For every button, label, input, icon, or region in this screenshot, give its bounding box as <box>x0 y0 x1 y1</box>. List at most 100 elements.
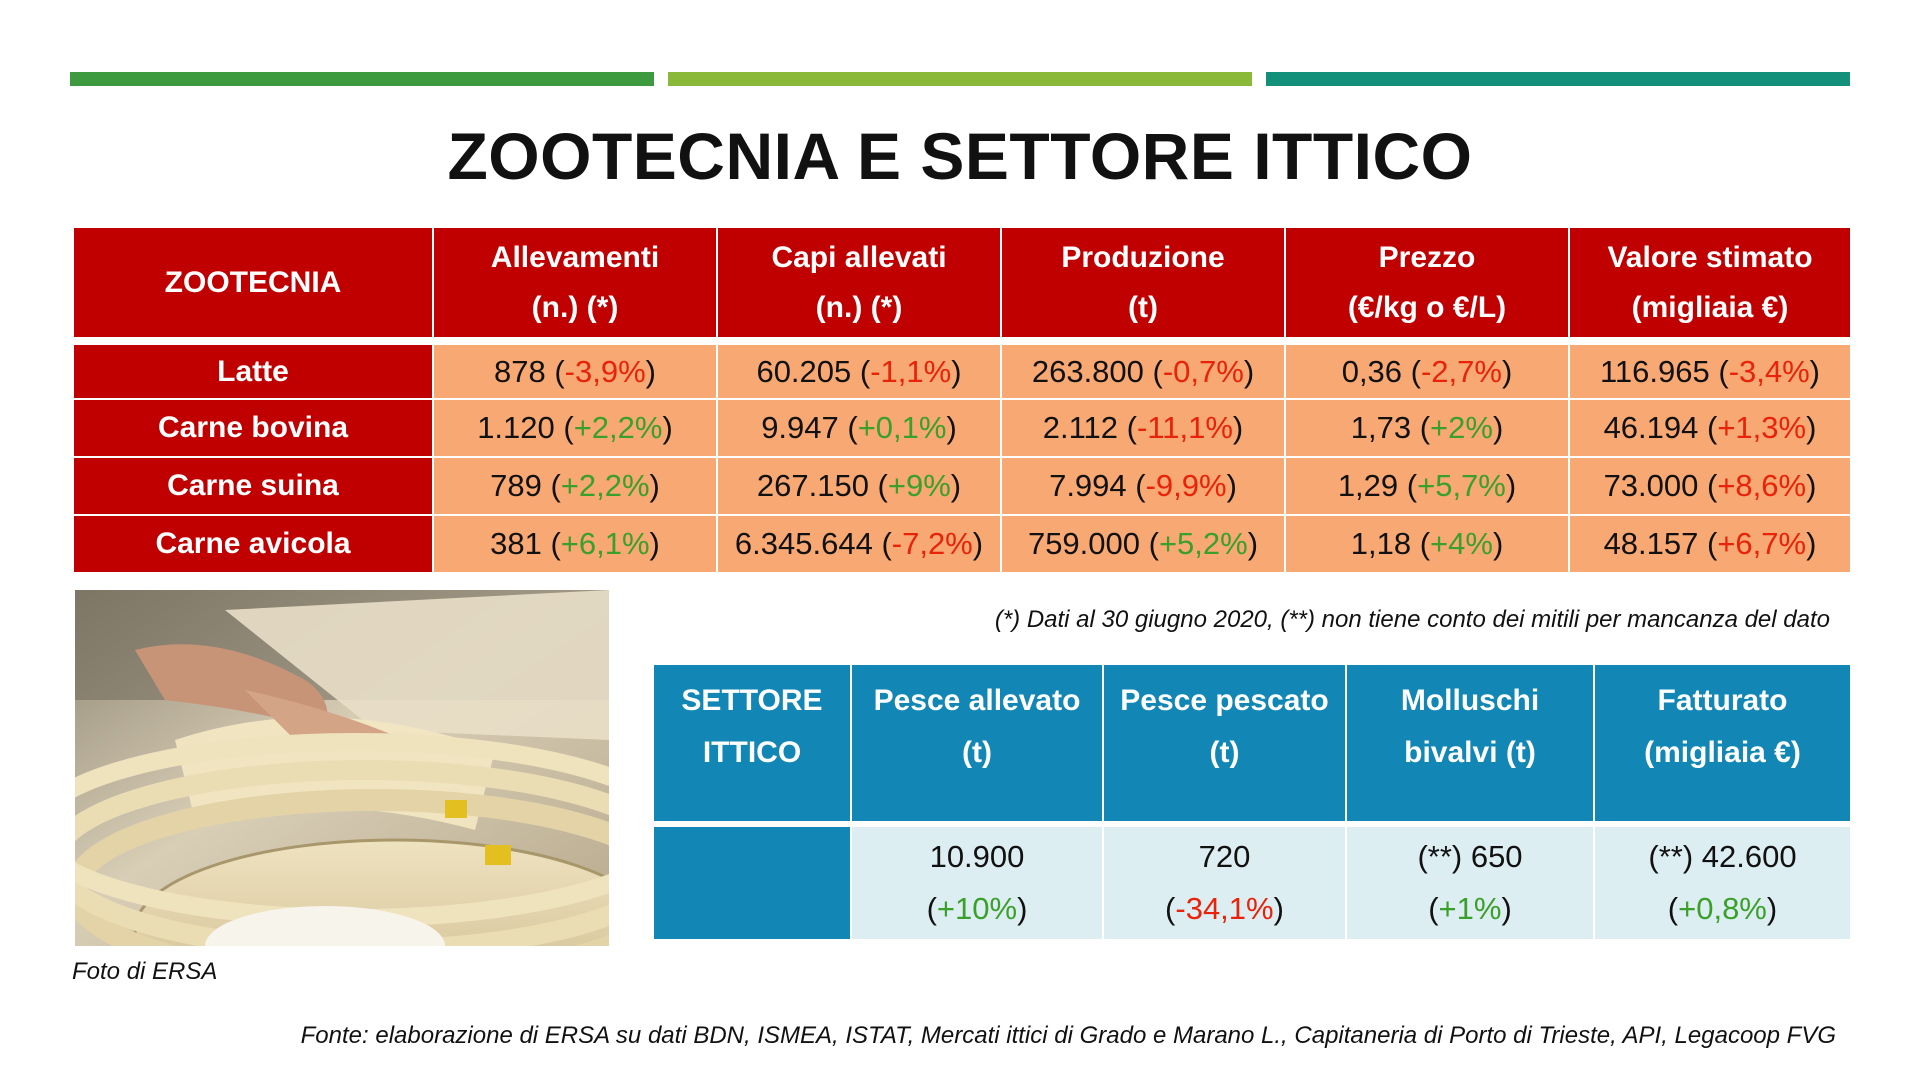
zootecnia-header-cell: ZOOTECNIA <box>72 226 434 342</box>
photo-caption: Foto di ERSA <box>72 958 218 985</box>
table-cell: 263.800 (-0,7%) <box>1000 337 1286 400</box>
ittico-header-cell: Pesce pescato (t) <box>1102 663 1347 825</box>
cell-value: 789 <box>490 468 542 503</box>
cell-value: 10.900 <box>929 839 1025 874</box>
row-label-empty <box>652 821 852 941</box>
cell-change: -2,7% <box>1420 353 1502 389</box>
table-cell: 789 (+2,2%) <box>432 456 718 516</box>
ittico-header-cell: Fatturato (migliaia €) <box>1593 663 1852 825</box>
table-cell: 0,36 (-2,7%) <box>1284 337 1570 400</box>
table-cell: 878 (-3,9%) <box>432 337 718 400</box>
table-cell: 73.000 (+8,6%) <box>1568 456 1852 516</box>
source-note: Fonte: elaborazione di ERSA su dati BDN,… <box>300 1022 1836 1049</box>
cell-value: 263.800 <box>1031 353 1144 389</box>
cell-change: -3,4% <box>1728 353 1810 389</box>
cell-value: 759.000 <box>1027 526 1141 561</box>
table-row: 10.900 (+10%) 720 (-34,1%) (**) 650 (+1%) (**)… <box>652 821 1852 941</box>
zootecnia-header-cell: Capi allevati (n.) (*) <box>716 226 1002 342</box>
cell-value: 267.150 <box>756 468 869 503</box>
cell-change: -0,7% <box>1162 353 1244 389</box>
table-cell: 1,73 (+2%) <box>1284 398 1570 458</box>
cell-change: +2,2% <box>560 468 650 503</box>
cell-value: 878 <box>494 353 546 389</box>
table-cell: 46.194 (+1,3%) <box>1568 398 1852 458</box>
cell-change: +5,2% <box>1158 526 1248 561</box>
cell-value: 0,36 <box>1341 353 1403 389</box>
row-label: Carne avicola <box>72 514 434 574</box>
cell-value: 1.120 <box>477 410 555 445</box>
table-row: Latte 878 (-3,9%) 60.205 (-1,1%) 263.800 (-… <box>72 337 1852 400</box>
cell-value: 1,18 <box>1350 526 1412 561</box>
table-cell: 6.345.644 (-7,2%) <box>716 514 1002 574</box>
cell-value: (**) 650 <box>1417 839 1523 874</box>
table-cell: (**) 42.600 (+0,8%) <box>1593 821 1852 941</box>
cell-value: 381 <box>490 526 542 561</box>
table-cell: 759.000 (+5,2%) <box>1000 514 1286 574</box>
cell-value: 6.345.644 <box>734 526 873 561</box>
zootecnia-table: ZOOTECNIA Allevamenti (n.) (*) Capi allev… <box>72 226 1852 574</box>
cell-change: +1% <box>1438 891 1502 926</box>
cell-change: +0,1% <box>857 410 947 445</box>
ittico-header-row: SETTORE ITTICO Pesce allevato (t) Pesce pe… <box>652 663 1852 825</box>
table-cell: 267.150 (+9%) <box>716 456 1002 516</box>
accent-bar-lime <box>668 72 1252 86</box>
table-cell: 9.947 (+0,1%) <box>716 398 1002 458</box>
cell-value: 73.000 <box>1603 468 1699 503</box>
accent-bar-green <box>70 72 654 86</box>
cell-value: 46.194 <box>1603 410 1699 445</box>
ittico-header-cell: Pesce allevato (t) <box>850 663 1104 825</box>
zootecnia-header-cell: Valore stimato (migliaia €) <box>1568 226 1852 342</box>
table-cell: 48.157 (+6,7%) <box>1568 514 1852 574</box>
cell-value: (**) 42.600 <box>1648 839 1797 874</box>
cell-value: 7.994 <box>1049 468 1127 503</box>
cheese-production-photo <box>75 590 609 946</box>
cell-value: 60.205 <box>756 353 852 389</box>
cell-change: +2,2% <box>573 410 663 445</box>
accent-bar-teal <box>1266 72 1850 86</box>
table-cell: 7.994 (-9,9%) <box>1000 456 1286 516</box>
cell-change: +1,3% <box>1717 410 1807 445</box>
cell-value: 1,29 <box>1337 468 1399 503</box>
zootecnia-header-cell: Prezzo (€/kg o €/L) <box>1284 226 1570 342</box>
row-label: Carne suina <box>72 456 434 516</box>
cell-change: +6,7% <box>1717 526 1807 561</box>
ittico-table: SETTORE ITTICO Pesce allevato (t) Pesce pe… <box>652 663 1852 941</box>
cell-change: -9,9% <box>1145 468 1227 503</box>
table-row: Carne avicola 381 (+6,1%) 6.345.644 (-7,2%… <box>72 514 1852 574</box>
cell-change: +2% <box>1430 410 1493 445</box>
cell-change: +0,8% <box>1678 891 1767 926</box>
table-cell: 720 (-34,1%) <box>1102 821 1347 941</box>
cell-change: +8,6% <box>1717 468 1807 503</box>
zootecnia-header-row: ZOOTECNIA Allevamenti (n.) (*) Capi allev… <box>72 226 1852 342</box>
cell-value: 1,73 <box>1350 410 1412 445</box>
table-cell: 60.205 (-1,1%) <box>716 337 1002 400</box>
table-row: Carne suina 789 (+2,2%) 267.150 (+9%) 7.994… <box>72 456 1852 516</box>
cell-value: 48.157 <box>1603 526 1699 561</box>
ittico-header-cell: SETTORE ITTICO <box>652 663 852 825</box>
cell-change: +10% <box>936 891 1018 926</box>
cell-change: -11,1% <box>1136 410 1233 445</box>
zootecnia-header-cell: Produzione (t) <box>1000 226 1286 342</box>
cell-value: 2.112 <box>1042 410 1119 445</box>
row-label: Carne bovina <box>72 398 434 458</box>
page-title: ZOOTECNIA E SETTORE ITTICO <box>447 119 1473 193</box>
table-cell: 1.120 (+2,2%) <box>432 398 718 458</box>
cell-change: -3,9% <box>564 353 646 389</box>
cell-change: +5,7% <box>1417 468 1506 503</box>
row-label: Latte <box>72 337 434 400</box>
zootecnia-header-cell: Allevamenti (n.) (*) <box>432 226 718 342</box>
table-cell: 381 (+6,1%) <box>432 514 718 574</box>
table-row: Carne bovina 1.120 (+2,2%) 9.947 (+0,1%) 2.… <box>72 398 1852 458</box>
table-cell: 10.900 (+10%) <box>850 821 1104 941</box>
cell-change: +4% <box>1430 526 1493 561</box>
footnote: (*) Dati al 30 giugno 2020, (**) non tie… <box>994 606 1830 633</box>
cell-change: -34,1% <box>1175 891 1274 926</box>
table-cell: 1,29 (+5,7%) <box>1284 456 1570 516</box>
ittico-header-cell: Molluschi bivalvi (t) <box>1345 663 1595 825</box>
table-cell: 1,18 (+4%) <box>1284 514 1570 574</box>
cell-change: +9% <box>887 468 951 503</box>
cell-value: 9.947 <box>761 410 839 445</box>
table-cell: 2.112 (-11,1%) <box>1000 398 1286 458</box>
table-cell: (**) 650 (+1%) <box>1345 821 1595 941</box>
cell-value: 720 <box>1198 839 1251 874</box>
